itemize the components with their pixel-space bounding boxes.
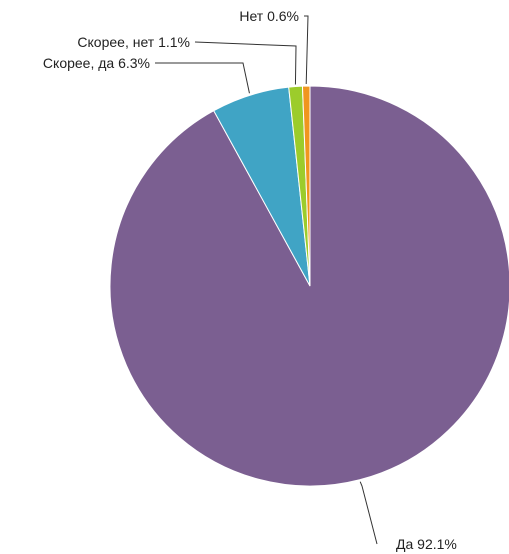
slice-label-2: Скорее, нет 1.1%	[77, 34, 190, 50]
leader-line-3	[304, 15, 309, 85]
leader-line-2	[194, 41, 297, 85]
slice-label-0: Да 92.1%	[396, 536, 457, 552]
pie-slice-3	[301, 85, 311, 287]
slice-label-3: Нет 0.6%	[239, 8, 299, 24]
slice-label-1: Скорее, да 6.3%	[43, 55, 150, 71]
leader-lines	[155, 15, 378, 545]
leader-line-0	[359, 481, 378, 545]
slice-labels: Да 92.1% Скорее, да 6.3% Скорее, нет 1.1% Н…	[43, 8, 457, 552]
pie-slices	[109, 85, 509, 487]
leader-line-1	[155, 62, 250, 94]
